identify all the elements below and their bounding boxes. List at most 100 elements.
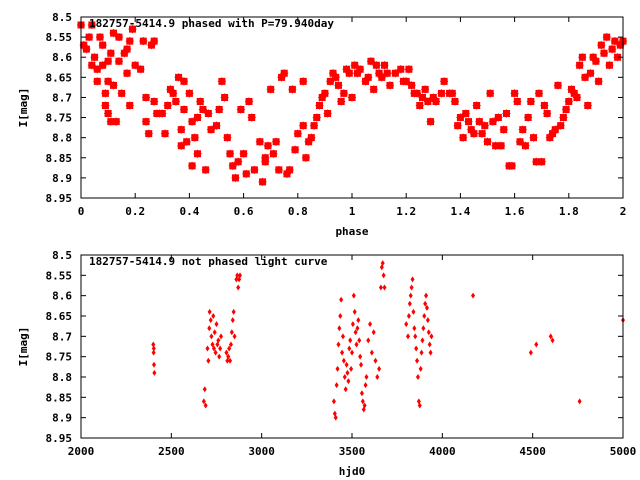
unphased-x-tick-label: 2000 bbox=[68, 445, 95, 458]
phased-data-point bbox=[307, 133, 316, 142]
phased-data-point bbox=[526, 97, 535, 106]
phased-data-point bbox=[345, 69, 354, 78]
unphased-data-point bbox=[368, 321, 373, 328]
unphased-data-point bbox=[407, 300, 412, 307]
unphased-y-axis-label: I[mag] bbox=[17, 327, 30, 367]
phased-data-point bbox=[293, 129, 302, 138]
unphased-data-point bbox=[425, 317, 430, 324]
phased-data-point bbox=[177, 125, 186, 134]
phased-data-point bbox=[87, 21, 96, 30]
phased-y-axis-label: I[mag] bbox=[17, 88, 30, 128]
phased-data-point bbox=[212, 121, 221, 130]
unphased-data-point bbox=[371, 329, 376, 336]
phased-data-point bbox=[161, 129, 170, 138]
unphased-data-point bbox=[335, 365, 340, 372]
phased-data-point bbox=[288, 85, 297, 94]
unphased-data-point bbox=[229, 329, 234, 336]
unphased-data-point bbox=[373, 357, 378, 364]
phased-data-point bbox=[364, 73, 373, 82]
unphased-data-point bbox=[347, 345, 352, 352]
unphased-data-point bbox=[359, 361, 364, 368]
unphased-x-axis-label: hjd0 bbox=[339, 465, 366, 478]
unphased-x-tick-label: 4000 bbox=[429, 445, 456, 458]
unphased-chart-title: 182757-5414.9 not phased light curve bbox=[89, 255, 328, 268]
unphased-y-tick-label: 8.85 bbox=[46, 391, 73, 404]
phased-data-point bbox=[123, 69, 132, 78]
phased-data-point bbox=[231, 173, 240, 182]
unphased-data-point bbox=[415, 357, 420, 364]
phased-data-point bbox=[323, 109, 332, 118]
phased-data-point bbox=[185, 89, 194, 98]
phased-data-point bbox=[331, 73, 340, 82]
unphased-data-point bbox=[359, 390, 364, 397]
phased-data-point bbox=[497, 141, 506, 150]
phased-data-point bbox=[312, 113, 321, 122]
phased-data-point bbox=[559, 113, 568, 122]
unphased-data-point bbox=[152, 369, 157, 376]
phased-data-point bbox=[125, 37, 134, 46]
phased-data-point bbox=[236, 105, 245, 114]
phased-data-point bbox=[562, 105, 571, 114]
phased-data-point bbox=[112, 117, 121, 126]
unphased-data-point bbox=[404, 321, 409, 328]
unphased-data-point bbox=[357, 337, 362, 344]
unphased-data-point bbox=[207, 325, 212, 332]
unphased-data-points bbox=[151, 260, 625, 421]
unphased-data-point bbox=[550, 337, 555, 344]
unphased-data-point bbox=[334, 382, 339, 389]
phased-data-point bbox=[144, 129, 153, 138]
phased-y-tick-label: 8.95 bbox=[46, 192, 73, 205]
unphased-data-point bbox=[411, 308, 416, 315]
unphased-data-point bbox=[428, 349, 433, 356]
phased-data-point bbox=[521, 141, 530, 150]
unphased-data-point bbox=[429, 333, 434, 340]
phased-data-point bbox=[586, 69, 595, 78]
unphased-data-point bbox=[423, 300, 428, 307]
unphased-data-point bbox=[340, 349, 345, 356]
unphased-y-tick-label: 8.5 bbox=[52, 249, 72, 262]
phased-y-tick-label: 8.6 bbox=[52, 51, 72, 64]
phased-data-point bbox=[215, 105, 224, 114]
phased-data-point bbox=[348, 93, 356, 102]
phased-data-point bbox=[93, 77, 102, 86]
phased-data-point bbox=[142, 117, 151, 126]
phased-data-points bbox=[77, 21, 627, 186]
phased-x-axis-label: phase bbox=[335, 225, 368, 238]
phased-data-point bbox=[291, 145, 300, 154]
phased-data-point bbox=[507, 161, 516, 170]
unphased-y-tick-label: 8.6 bbox=[52, 290, 72, 303]
unphased-data-point bbox=[151, 341, 156, 348]
unphased-data-point bbox=[211, 313, 216, 319]
unphased-data-point bbox=[427, 341, 432, 348]
phased-data-point bbox=[426, 117, 435, 126]
unphased-data-point bbox=[424, 304, 429, 311]
unphased-data-point bbox=[356, 317, 361, 324]
phased-y-tick-label: 8.5 bbox=[52, 11, 72, 24]
unphased-data-point bbox=[413, 333, 418, 340]
phased-x-tick-label: 1.2 bbox=[396, 205, 416, 218]
unphased-data-point bbox=[350, 321, 355, 328]
phased-data-point bbox=[139, 37, 148, 46]
unphased-data-point bbox=[366, 337, 371, 344]
unphased-y-tick-label: 8.7 bbox=[52, 330, 72, 343]
unphased-y-tick-label: 8.65 bbox=[46, 310, 73, 323]
unphased-data-point bbox=[151, 361, 156, 368]
phased-data-point bbox=[106, 49, 115, 58]
phased-data-point bbox=[299, 77, 308, 86]
unphased-data-point bbox=[426, 329, 431, 336]
phased-y-tick-label: 8.85 bbox=[46, 152, 73, 165]
unphased-x-tick-label: 5000 bbox=[610, 445, 637, 458]
phased-data-point bbox=[280, 69, 289, 78]
unphased-data-point bbox=[380, 260, 385, 267]
unphased-data-point bbox=[577, 398, 582, 405]
phased-data-point bbox=[518, 125, 527, 134]
phased-data-point bbox=[250, 165, 259, 174]
phased-data-point bbox=[385, 81, 394, 90]
unphased-data-point bbox=[216, 337, 221, 344]
unphased-y-tick-label: 8.95 bbox=[46, 432, 73, 445]
phased-data-point bbox=[123, 45, 132, 54]
phased-data-point bbox=[263, 141, 272, 150]
unphased-data-point bbox=[218, 345, 223, 352]
phased-data-point bbox=[188, 161, 197, 170]
phased-data-point bbox=[594, 77, 603, 86]
